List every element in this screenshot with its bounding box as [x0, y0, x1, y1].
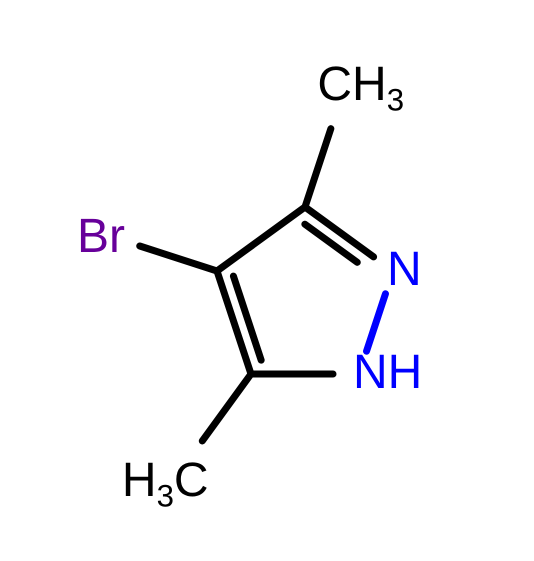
atom-label-n2: N — [387, 246, 422, 294]
atom-label-c7: H3C — [122, 457, 209, 512]
bond-layer — [0, 0, 534, 561]
molecule-canvas: N NH CH3 H3C Br — [0, 0, 534, 561]
atom-label-c6: CH3 — [317, 61, 404, 116]
atom-label-br: Br — [77, 213, 125, 261]
atom-label-n3: NH — [353, 349, 422, 397]
